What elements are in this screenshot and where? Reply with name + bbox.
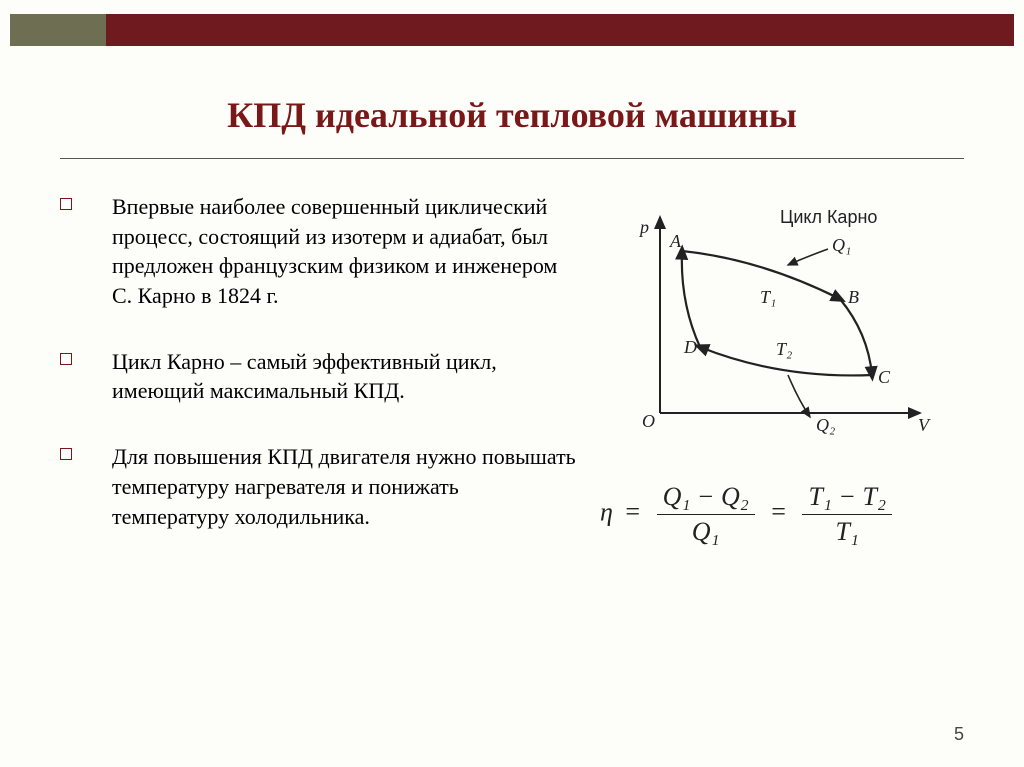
x-axis-label: V bbox=[918, 415, 931, 435]
carnot-cycle-diagram: p V O Цикл Карно A B C D Q₁ Q₂ T₁ T₂ bbox=[620, 198, 940, 448]
frac-t-den: T₁ bbox=[802, 515, 892, 547]
fraction-t: T₁ − T₂ T₁ bbox=[802, 482, 892, 547]
edge-DA bbox=[682, 251, 700, 347]
slide-number: 5 bbox=[954, 724, 964, 745]
header-band bbox=[10, 14, 1014, 46]
efficiency-formula: η = Q₁ − Q₂ Q₁ = T₁ − T₂ T₁ bbox=[600, 482, 960, 547]
fraction-q: Q₁ − Q₂ Q₁ bbox=[657, 482, 755, 547]
bullet-list: Впервые наиболее совершенный циклический… bbox=[60, 192, 580, 727]
q1-arrow bbox=[788, 249, 828, 265]
content-area: Впервые наиболее совершенный циклический… bbox=[60, 192, 964, 727]
bullet-text: Для повышения КПД двигателя нужно повыша… bbox=[112, 442, 580, 531]
node-D: D bbox=[683, 337, 697, 357]
q2-arrow bbox=[788, 375, 810, 417]
node-A: A bbox=[669, 231, 682, 251]
origin-label: O bbox=[642, 411, 655, 431]
band-accent-right bbox=[106, 14, 1014, 46]
formula-lhs: η bbox=[600, 497, 613, 526]
list-item: Цикл Карно – самый эффективный цикл, име… bbox=[60, 347, 580, 406]
edge-BC bbox=[840, 299, 872, 375]
frac-t-num: T₁ − T₂ bbox=[802, 482, 892, 515]
right-column: p V O Цикл Карно A B C D Q₁ Q₂ T₁ T₂ bbox=[600, 192, 964, 727]
equals-sign: = bbox=[771, 497, 786, 526]
diagram-title: Цикл Карно bbox=[780, 207, 877, 227]
equals-sign: = bbox=[625, 497, 640, 526]
bullet-icon bbox=[60, 353, 72, 365]
t2-label: T₂ bbox=[776, 339, 792, 359]
slide-title: КПД идеальной тепловой машины bbox=[0, 94, 1024, 136]
list-item: Для повышения КПД двигателя нужно повыша… bbox=[60, 442, 580, 531]
bullet-icon bbox=[60, 198, 72, 210]
node-B: B bbox=[848, 287, 859, 307]
y-axis-label: p bbox=[638, 217, 649, 237]
bullet-text: Цикл Карно – самый эффективный цикл, име… bbox=[112, 347, 580, 406]
q1-label: Q₁ bbox=[832, 235, 851, 255]
frac-q-num: Q₁ − Q₂ bbox=[657, 482, 755, 515]
t1-label: T₁ bbox=[760, 287, 776, 307]
q2-label: Q₂ bbox=[816, 415, 835, 435]
bullet-text: Впервые наиболее совершенный циклический… bbox=[112, 192, 580, 311]
list-item: Впервые наиболее совершенный циклический… bbox=[60, 192, 580, 311]
band-accent-left bbox=[10, 14, 106, 46]
title-divider bbox=[60, 158, 964, 159]
node-C: C bbox=[878, 367, 891, 387]
frac-q-den: Q₁ bbox=[657, 515, 755, 547]
bullet-icon bbox=[60, 448, 72, 460]
